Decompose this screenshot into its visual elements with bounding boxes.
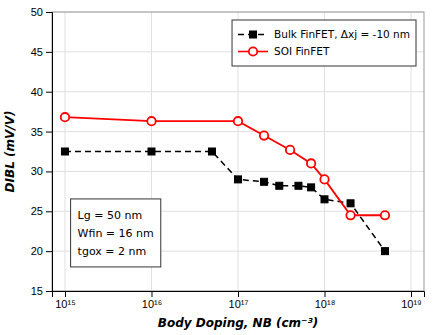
point [381, 248, 388, 255]
legend-box [232, 20, 416, 66]
point [308, 184, 315, 191]
y-tick-label: 15 [31, 285, 43, 297]
y-tick-mark [46, 171, 52, 172]
x-tick-label: 10¹⁷ [229, 298, 249, 310]
point [295, 182, 302, 189]
x-tick-mark [238, 291, 239, 297]
grid-line-y [52, 91, 424, 92]
x-axis-title: Body Doping, NB (cm⁻³) [158, 316, 318, 330]
y-tick: 30 [31, 165, 52, 177]
y-tick-label: 50 [31, 6, 43, 18]
legend-label: SOI FinFET [274, 45, 330, 57]
y-tick: 25 [31, 205, 52, 217]
grid [52, 12, 424, 291]
y-axis: 15 20 25 30 35 40 45 50 [31, 6, 53, 297]
point [61, 148, 68, 155]
x-tick-label: 10¹⁹ [401, 298, 422, 310]
y-axis-title: DIBL (mV/V) [3, 111, 17, 193]
legend-item: Bulk FinFET, Δxj = -10 nm [238, 28, 410, 40]
point [381, 211, 389, 219]
point [286, 146, 294, 154]
x-tick: 10¹⁸ [315, 291, 336, 310]
point [261, 178, 268, 185]
x-tick-mark [325, 291, 326, 297]
y-tick-label: 30 [31, 165, 43, 177]
point [61, 113, 69, 121]
y-tick: 20 [31, 245, 52, 257]
x-tick: 10¹⁵ [55, 291, 75, 310]
y-tick-mark [46, 92, 52, 93]
y-tick-label: 20 [31, 245, 43, 257]
y-tick-mark [46, 251, 52, 252]
x-tick-mark [411, 291, 412, 297]
point [321, 196, 328, 203]
x-tick: 10¹⁹ [401, 291, 422, 310]
legend-label: Bulk FinFET, Δxj = -10 nm [274, 28, 410, 40]
x-tick-mark [65, 291, 66, 297]
point [307, 159, 315, 167]
point [276, 182, 283, 189]
x-axis-line [53, 292, 425, 298]
plot-frame [52, 12, 424, 291]
point [346, 211, 354, 219]
y-axis-line [46, 13, 53, 292]
y-tick-label: 25 [31, 205, 43, 217]
x-tick: 10¹⁶ [142, 291, 162, 310]
y-tick-label: 40 [31, 86, 43, 98]
y-tick: 35 [31, 126, 52, 138]
grid-line-y [52, 171, 424, 172]
point [235, 176, 242, 183]
y-tick-label: 45 [31, 46, 43, 58]
point [347, 200, 354, 207]
y-tick: 45 [31, 46, 52, 58]
legend-item: SOI FinFET [238, 45, 330, 57]
legend-marker [249, 47, 257, 55]
x-axis: 10¹⁵ 10¹⁶ 10¹⁷ 10¹⁸ 10¹⁹ [53, 291, 425, 310]
y-tick: 15 [31, 285, 52, 297]
point [234, 117, 242, 125]
y-tick-label: 35 [31, 126, 43, 138]
y-tick-mark [46, 52, 52, 53]
x-tick-label: 10¹⁶ [142, 298, 162, 310]
y-tick: 50 [31, 6, 52, 18]
grid-line-y [52, 131, 424, 132]
y-tick-mark [46, 132, 52, 133]
x-tick: 10¹⁷ [229, 291, 249, 310]
point [148, 148, 155, 155]
annotation-text: Wfin = 16 nm [78, 227, 154, 240]
x-tick-mark [151, 291, 152, 297]
x-tick-label: 10¹⁸ [315, 298, 336, 310]
chart: 10¹⁵ 10¹⁶ 10¹⁷ 10¹⁸ 10¹⁹ 15 20 25 30 35 40 45 50 Bulk… [0, 0, 438, 335]
point [260, 131, 268, 139]
annotation-box [71, 199, 161, 267]
y-tick: 40 [31, 86, 52, 98]
point [208, 148, 215, 155]
y-tick-mark [46, 12, 52, 13]
plot: 10¹⁵ 10¹⁶ 10¹⁷ 10¹⁸ 10¹⁹ 15 20 25 30 35 40 45 50 Bulk… [31, 6, 425, 310]
legend-marker [250, 31, 257, 38]
x-tick-label: 10¹⁵ [55, 298, 75, 310]
annotation-text: Lg = 50 nm [78, 209, 143, 222]
y-tick-mark [46, 291, 52, 292]
point [147, 117, 155, 125]
point [320, 175, 328, 183]
annotation: Lg = 50 nm Wfin = 16 nm tgox = 2 nm [71, 199, 161, 267]
y-tick-mark [46, 211, 52, 212]
legend: Bulk FinFET, Δxj = -10 nm SOI FinFET [232, 20, 416, 66]
annotation-text: tgox = 2 nm [78, 245, 147, 258]
marks [61, 113, 389, 255]
